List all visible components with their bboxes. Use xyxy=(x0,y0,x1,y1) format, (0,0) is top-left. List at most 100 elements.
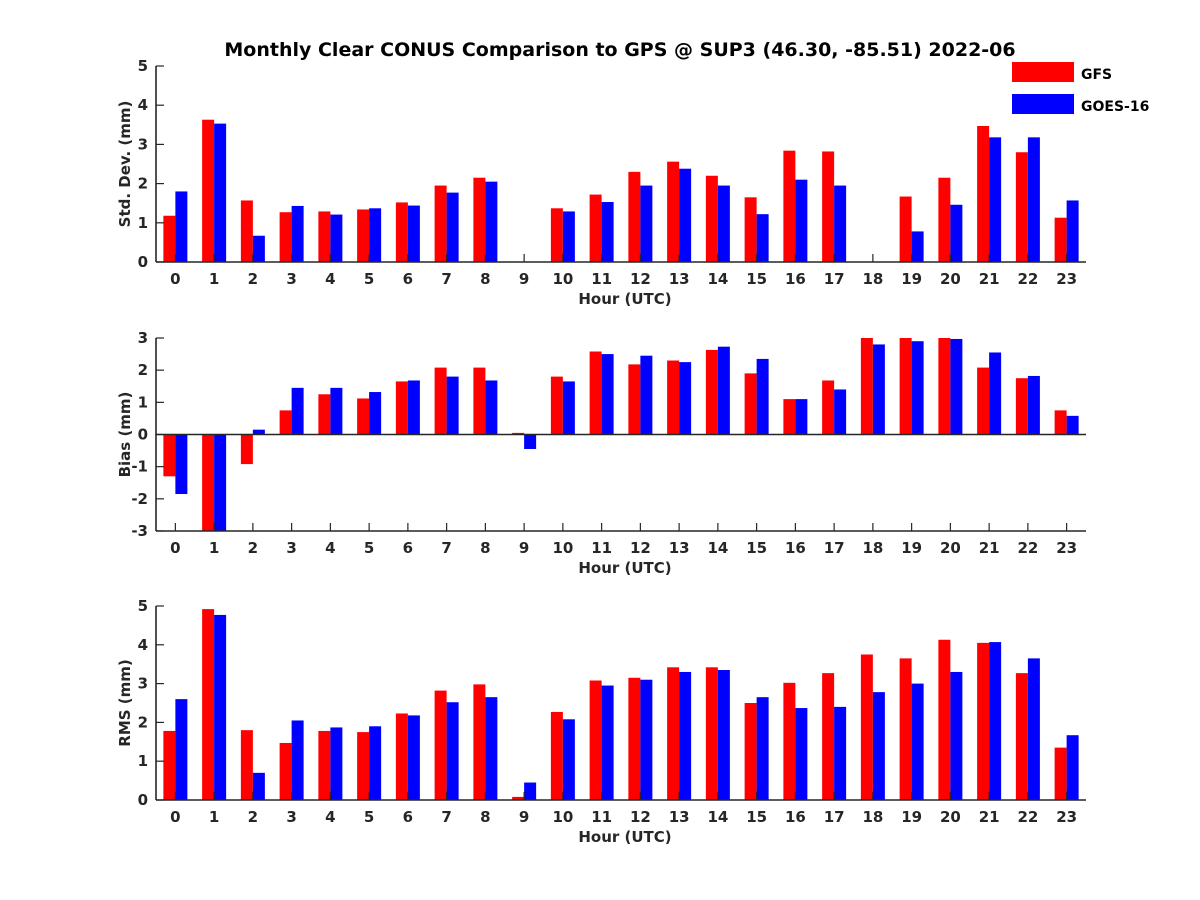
std-dev-bar-gfs-hour-22 xyxy=(1015,152,1028,262)
bias-x-tick-label: 6 xyxy=(403,539,413,557)
rms-bar-goes16-hour-12 xyxy=(640,679,653,800)
bias-bar-goes16-hour-13 xyxy=(679,362,692,435)
std-dev-x-tick-label: 0 xyxy=(170,270,180,288)
rms-bar-goes16-hour-9 xyxy=(524,782,537,800)
rms-bar-goes16-hour-10 xyxy=(562,719,575,800)
rms-x-tick-label: 10 xyxy=(552,808,573,826)
bias-bar-goes16-hour-23 xyxy=(1066,415,1079,435)
std-dev-x-tick-label: 23 xyxy=(1056,270,1077,288)
bias-bar-goes16-hour-5 xyxy=(369,392,382,435)
rms-x-tick-label: 0 xyxy=(170,808,180,826)
bias-bar-gfs-hour-22 xyxy=(1015,378,1028,435)
std-dev-bar-goes16-hour-7 xyxy=(446,192,459,262)
std-dev-y-tick-label: 0 xyxy=(138,253,148,271)
std-dev-bar-gfs-hour-19 xyxy=(899,196,912,262)
std-dev-x-tick-label: 10 xyxy=(552,270,573,288)
std-dev-bar-goes16-hour-23 xyxy=(1066,200,1079,262)
bias-bar-gfs-hour-9 xyxy=(512,432,525,435)
bias-bar-goes16-hour-17 xyxy=(834,389,847,435)
std-dev-x-tick-label: 19 xyxy=(901,270,922,288)
rms-x-tick-label: 20 xyxy=(940,808,961,826)
std-dev-bar-goes16-hour-4 xyxy=(330,214,343,262)
bias-bar-gfs-hour-17 xyxy=(822,380,835,435)
std-dev-bar-gfs-hour-20 xyxy=(938,177,951,262)
std-dev-bar-gfs-hour-1 xyxy=(202,119,215,262)
bias-y-tick-label: 0 xyxy=(138,426,148,444)
bias-x-tick-label: 1 xyxy=(209,539,219,557)
bias-y-tick-label: 1 xyxy=(138,393,148,411)
bias-x-tick-label: 14 xyxy=(707,539,728,557)
std-dev-bar-goes16-hour-16 xyxy=(795,179,808,262)
rms-x-tick-label: 2 xyxy=(248,808,258,826)
bias-x-tick-label: 13 xyxy=(669,539,690,557)
rms-x-tick-label: 15 xyxy=(746,808,767,826)
bias-x-tick-label: 21 xyxy=(979,539,1000,557)
rms-bar-goes16-hour-0 xyxy=(175,699,188,800)
rms-bar-goes16-hour-20 xyxy=(950,671,963,800)
bias-bar-goes16-hour-4 xyxy=(330,387,343,435)
std-dev-x-tick-label: 6 xyxy=(403,270,413,288)
std-dev-x-tick-label: 5 xyxy=(364,270,374,288)
bias-bar-goes16-hour-14 xyxy=(717,346,730,435)
bias-x-tick-label: 0 xyxy=(170,539,180,557)
rms-x-tick-label: 11 xyxy=(591,808,612,826)
bias-bar-gfs-hour-20 xyxy=(938,338,951,435)
rms-bar-goes16-hour-22 xyxy=(1027,658,1040,800)
rms-bar-goes16-hour-1 xyxy=(214,614,227,800)
std-dev-bar-gfs-hour-6 xyxy=(395,202,408,262)
std-dev-x-axis-title: Hour (UTC) xyxy=(578,290,671,308)
std-dev-bar-goes16-hour-13 xyxy=(679,168,692,262)
rms-bar-gfs-hour-6 xyxy=(395,713,408,800)
rms-bar-gfs-hour-17 xyxy=(822,673,835,800)
std-dev-bar-goes16-hour-17 xyxy=(834,185,847,262)
std-dev-bar-goes16-hour-12 xyxy=(640,185,653,262)
rms-x-tick-label: 18 xyxy=(862,808,883,826)
legend-label-goes16: GOES-16 xyxy=(1081,99,1149,115)
bias-y-tick-label: 3 xyxy=(138,329,148,347)
rms-bar-gfs-hour-15 xyxy=(744,703,757,800)
std-dev-y-tick-label: 1 xyxy=(138,214,148,232)
bias-x-tick-label: 4 xyxy=(325,539,335,557)
rms-x-tick-label: 21 xyxy=(979,808,1000,826)
legend: GFS GOES-16 xyxy=(1012,62,1149,115)
std-dev-bar-gfs-hour-21 xyxy=(977,125,990,262)
bias-x-tick-label: 19 xyxy=(901,539,922,557)
std-dev-x-tick-label: 15 xyxy=(746,270,767,288)
bias-bar-goes16-hour-21 xyxy=(989,352,1002,435)
rms-bar-goes16-hour-19 xyxy=(911,683,924,800)
bias-x-tick-label: 7 xyxy=(441,539,451,557)
std-dev-bar-gfs-hour-17 xyxy=(822,151,835,262)
bias-bar-gfs-hour-23 xyxy=(1054,410,1067,435)
std-dev-bar-goes16-hour-22 xyxy=(1027,137,1040,262)
std-dev-x-tick-label: 7 xyxy=(441,270,451,288)
rms-bar-gfs-hour-0 xyxy=(163,730,176,800)
chart-title: Monthly Clear CONUS Comparison to GPS @ … xyxy=(224,39,1015,61)
std-dev-x-tick-label: 17 xyxy=(824,270,845,288)
rms-bar-gfs-hour-2 xyxy=(240,730,253,800)
rms-bar-goes16-hour-23 xyxy=(1066,735,1079,800)
rms-x-tick-label: 1 xyxy=(209,808,219,826)
bias-bar-goes16-hour-19 xyxy=(911,341,924,435)
std-dev-bar-goes16-hour-3 xyxy=(291,205,304,262)
rms-bar-goes16-hour-14 xyxy=(717,670,730,800)
bias-y-tick-label: -2 xyxy=(131,490,148,508)
rms-x-tick-label: 3 xyxy=(286,808,296,826)
bias-bar-goes16-hour-18 xyxy=(872,344,885,435)
std-dev-bar-goes16-hour-20 xyxy=(950,204,963,262)
bias-bar-gfs-hour-14 xyxy=(705,349,718,435)
std-dev-x-tick-label: 11 xyxy=(591,270,612,288)
bias-bar-gfs-hour-0 xyxy=(163,434,176,477)
rms-y-tick-label: 5 xyxy=(138,597,148,615)
bias-bar-gfs-hour-4 xyxy=(318,394,331,435)
bias-y-tick-label: -1 xyxy=(131,458,148,476)
bias-bar-goes16-hour-9 xyxy=(524,434,537,449)
std-dev-bar-goes16-hour-8 xyxy=(485,181,498,262)
rms-x-tick-label: 22 xyxy=(1017,808,1038,826)
rms-bar-goes16-hour-3 xyxy=(291,720,304,800)
std-dev-bar-goes16-hour-0 xyxy=(175,191,188,262)
std-dev-x-tick-label: 3 xyxy=(286,270,296,288)
std-dev-bar-gfs-hour-10 xyxy=(550,208,563,262)
rms-bar-gfs-hour-22 xyxy=(1015,673,1028,800)
bias-x-tick-label: 23 xyxy=(1056,539,1077,557)
std-dev-y-tick-label: 5 xyxy=(138,57,148,75)
